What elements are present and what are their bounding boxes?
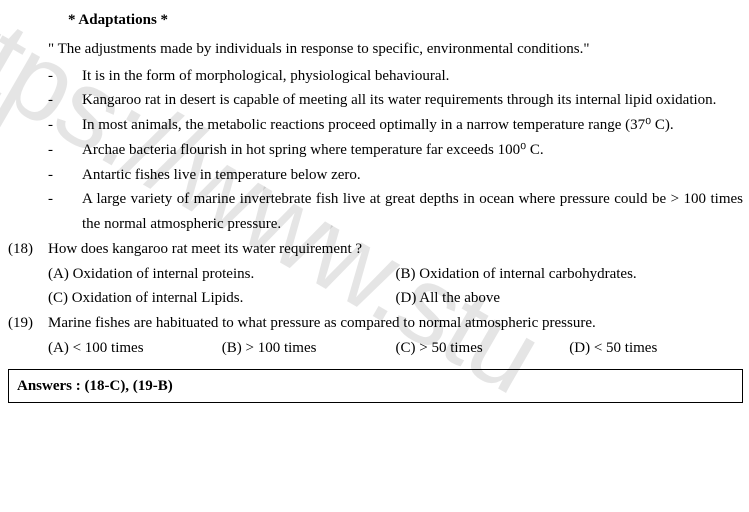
bullet-text: In most animals, the metabolic reactions…	[82, 113, 743, 138]
bullet-text: Kangaroo rat in desert is capable of mee…	[82, 88, 743, 113]
question-text: Marine fishes are habituated to what pre…	[48, 311, 743, 336]
option-d: (D) < 50 times	[569, 336, 743, 361]
bullet-item: - Archae bacteria flourish in hot spring…	[48, 138, 743, 163]
bullet-item: - In most animals, the metabolic reactio…	[48, 113, 743, 138]
dash-icon: -	[48, 163, 82, 188]
bullet-text: Antartic fishes live in temperature belo…	[82, 163, 743, 188]
question-number: (18)	[8, 237, 48, 262]
question-number: (19)	[8, 311, 48, 336]
option-d: (D) All the above	[396, 286, 744, 311]
question-18: (18) How does kangaroo rat meet its wate…	[8, 237, 743, 262]
bullet-text: Archae bacteria flourish in hot spring w…	[82, 138, 743, 163]
bullet-item: - A large variety of marine invertebrate…	[48, 187, 743, 237]
dash-icon: -	[48, 113, 82, 138]
dash-icon: -	[48, 64, 82, 89]
question-18-options-row1: (A) Oxidation of internal proteins. (B) …	[48, 262, 743, 287]
option-c: (C) > 50 times	[396, 336, 570, 361]
question-text: How does kangaroo rat meet its water req…	[48, 237, 743, 262]
bullet-text: It is in the form of morphological, phys…	[82, 64, 743, 89]
question-19: (19) Marine fishes are habituated to wha…	[8, 311, 743, 336]
dash-icon: -	[48, 88, 82, 113]
question-19-options: (A) < 100 times (B) > 100 times (C) > 50…	[48, 336, 743, 361]
option-b: (B) Oxidation of internal carbohydrates.	[396, 262, 744, 287]
bullet-item: - It is in the form of morphological, ph…	[48, 64, 743, 89]
option-b: (B) > 100 times	[222, 336, 396, 361]
answers-box: Answers : (18-C), (19-B)	[8, 369, 743, 404]
option-c: (C) Oxidation of internal Lipids.	[48, 286, 396, 311]
bullet-item: - Antartic fishes live in temperature be…	[48, 163, 743, 188]
bullet-item: - Kangaroo rat in desert is capable of m…	[48, 88, 743, 113]
question-18-options-row2: (C) Oxidation of internal Lipids. (D) Al…	[48, 286, 743, 311]
intro-text: " The adjustments made by individuals in…	[48, 37, 743, 62]
option-a: (A) < 100 times	[48, 336, 222, 361]
option-a: (A) Oxidation of internal proteins.	[48, 262, 396, 287]
dash-icon: -	[48, 138, 82, 163]
section-title: * Adaptations *	[68, 8, 743, 33]
dash-icon: -	[48, 187, 82, 237]
page-content: * Adaptations * " The adjustments made b…	[0, 0, 749, 411]
bullet-text: A large variety of marine invertebrate f…	[82, 187, 743, 237]
